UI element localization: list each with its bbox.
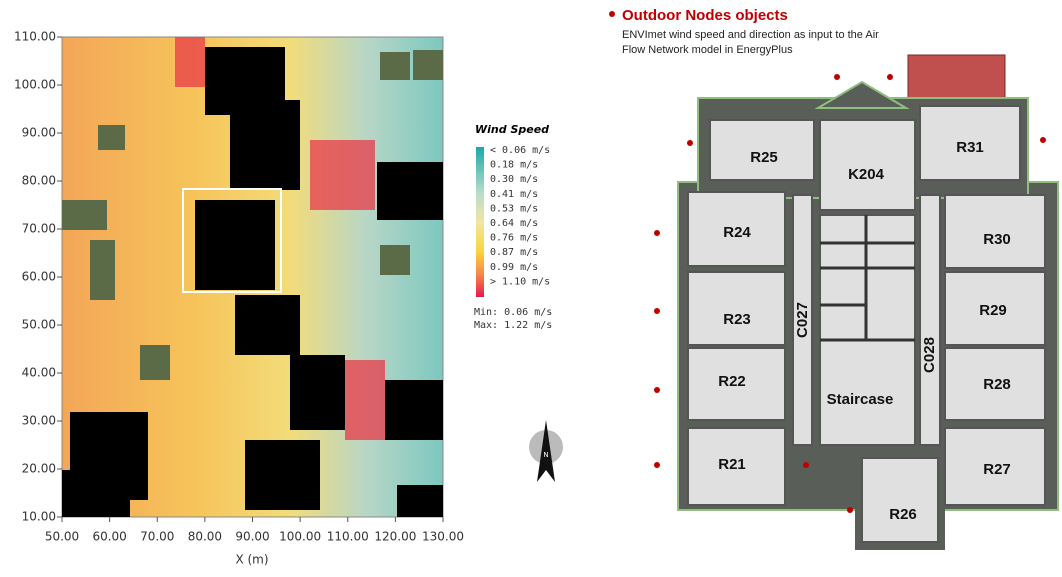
x-tick-label: 80.00 (188, 530, 222, 544)
plan-description: ENVImet wind speed and direction as inpu… (622, 29, 879, 41)
y-tick-label: 90.00 (22, 126, 56, 140)
y-tick-label: 100.00 (14, 78, 56, 92)
legend-label: 0.53 m/s (490, 203, 538, 214)
color-bar (476, 147, 484, 297)
y-tick-label: 80.00 (22, 174, 56, 188)
room-label: C027 (794, 302, 811, 338)
x-tick-label: 60.00 (92, 530, 126, 544)
legend-label: 0.18 m/s (490, 160, 538, 171)
legend-max: Max: 1.22 m/s (474, 320, 552, 331)
y-tick-label: 10.00 (22, 510, 56, 524)
room-label: R24 (723, 224, 751, 241)
room-label: C028 (921, 337, 938, 373)
legend-label: 0.64 m/s (490, 218, 538, 229)
room-label: R21 (718, 456, 746, 473)
room-label: R31 (956, 139, 984, 156)
x-tick-label: 90.00 (235, 530, 269, 544)
room-label: R27 (983, 461, 1011, 478)
legend-title: Wind Speed (475, 123, 549, 136)
y-tick-label: 70.00 (22, 222, 56, 236)
legend-min: Min: 0.06 m/s (474, 307, 552, 318)
legend-label: 0.99 m/s (490, 262, 538, 273)
y-tick-label: 20.00 (22, 462, 56, 476)
legend-label: 0.41 m/s (490, 189, 538, 200)
room-label: R26 (889, 506, 917, 523)
legend-label: 0.87 m/s (490, 247, 538, 258)
y-tick-label: 60.00 (22, 270, 56, 284)
x-tick-label: 110.00 (327, 530, 369, 544)
room-label: R25 (750, 149, 778, 166)
y-tick-label: 50.00 (22, 318, 56, 332)
y-tick-label: 40.00 (22, 366, 56, 380)
y-tick-label: 30.00 (22, 414, 56, 428)
north-label: N (543, 451, 548, 459)
bullet (609, 11, 615, 17)
legend-label: 0.76 m/s (490, 233, 538, 244)
room-label: R30 (983, 231, 1011, 248)
legend: < 0.06 m/s 0.18 m/s 0.30 m/s 0.41 m/s 0.53 m… (490, 145, 550, 287)
x-tick-label: 50.00 (45, 530, 79, 544)
x-tick-label: 100.00 (279, 530, 321, 544)
room-label: R28 (983, 376, 1011, 393)
legend-label: 0.30 m/s (490, 174, 538, 185)
wind-map (62, 37, 443, 517)
figure: 110.00 100.00 90.00 80.00 70.00 60.00 50.00 40.… (0, 0, 1062, 573)
room-label: R29 (979, 302, 1007, 319)
x-tick-label: 130.00 (422, 530, 464, 544)
legend-label: > 1.10 m/s (490, 276, 550, 287)
y-tick-label: 110.00 (14, 30, 56, 44)
plan-title: Outdoor Nodes objects (622, 7, 788, 24)
north-arrow: N (529, 420, 563, 482)
plan-description: Flow Network model in EnergyPlus (622, 44, 793, 56)
room-label: Staircase (827, 391, 894, 408)
x-axis-label: X (m) (235, 553, 268, 567)
x-tick-label: 120.00 (374, 530, 416, 544)
legend-label: < 0.06 m/s (490, 145, 550, 156)
room-label: R23 (723, 311, 751, 328)
room-label: K204 (848, 166, 885, 183)
room-label: R22 (718, 373, 746, 390)
x-tick-label: 70.00 (140, 530, 174, 544)
